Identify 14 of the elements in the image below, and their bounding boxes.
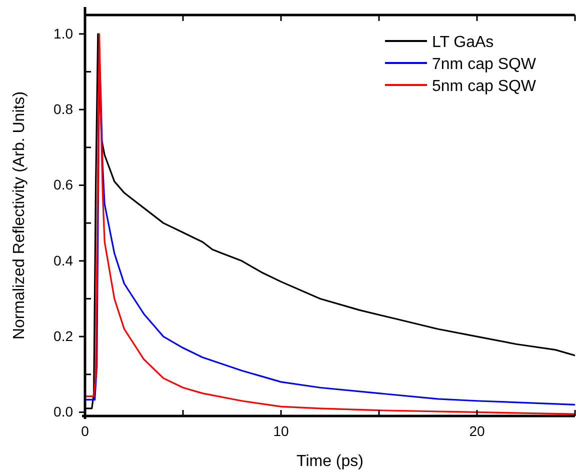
y-tick-label: 0.8 — [54, 101, 74, 118]
y-tick-label: 0.6 — [54, 176, 74, 193]
x-tick-label: 20 — [469, 422, 485, 439]
x-tick-label: 0 — [81, 422, 90, 439]
y-tick-label: 0.0 — [54, 404, 74, 420]
y-axis-title: Normalized Reflectivity (Arb. Units) — [11, 91, 28, 340]
y-tick-label: 1.0 — [54, 25, 74, 42]
legend-label: 5nm cap SQW — [432, 78, 537, 95]
x-axis-title: Time (ps) — [296, 453, 364, 470]
y-tick-label: 0.2 — [54, 328, 74, 344]
legend-label: 7nm cap SQW — [432, 56, 537, 73]
legend-label: LT GaAs — [432, 34, 494, 51]
y-tick-label: 0.4 — [54, 252, 74, 268]
x-tick-label: 10 — [273, 422, 289, 439]
